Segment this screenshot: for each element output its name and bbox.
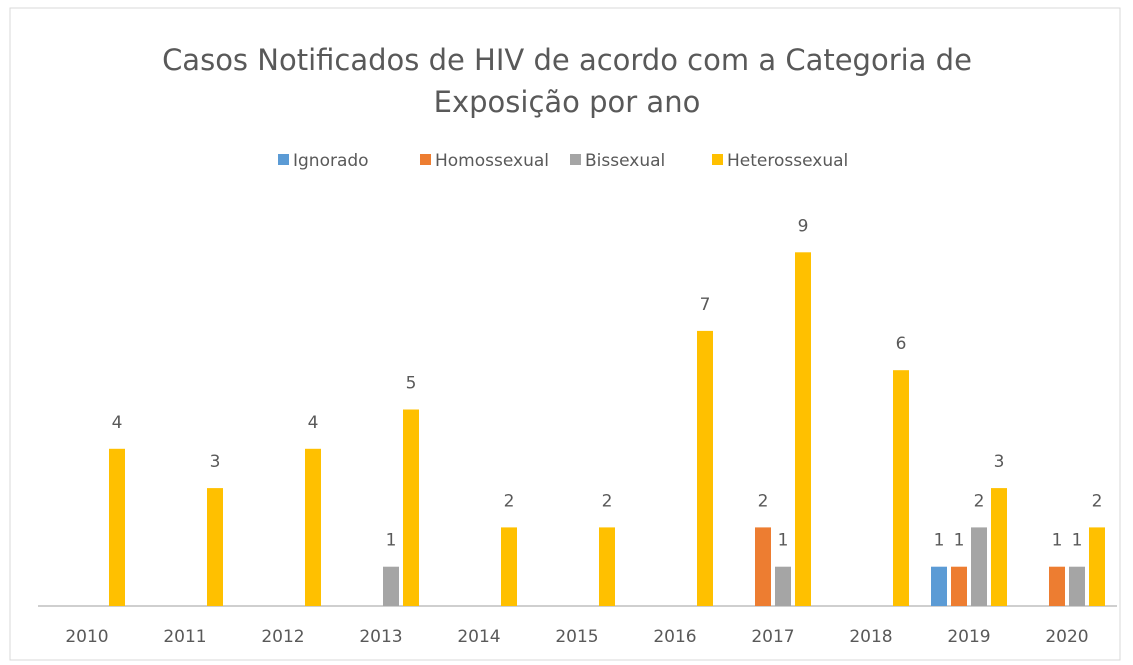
data-label: 2 <box>1092 491 1103 511</box>
chart-title: Exposição por ano <box>434 85 701 119</box>
x-tick-label: 2013 <box>359 627 402 647</box>
legend-label: Heterossexual <box>727 151 848 171</box>
chart-title: Casos Notificados de HIV de acordo com a… <box>162 43 972 77</box>
chart-frame <box>9 7 1121 661</box>
bar <box>893 370 909 606</box>
bar <box>971 527 987 606</box>
legend-swatch <box>712 154 723 165</box>
bar <box>501 527 517 606</box>
data-label: 1 <box>778 531 789 551</box>
legend-swatch <box>278 154 289 165</box>
data-label: 7 <box>700 295 711 315</box>
x-tick-label: 2020 <box>1045 627 1088 647</box>
bar <box>109 448 125 606</box>
bar <box>1089 527 1105 606</box>
bar <box>383 566 399 606</box>
data-label: 1 <box>954 531 965 551</box>
x-tick-label: 2016 <box>653 627 696 647</box>
data-label: 5 <box>406 374 417 394</box>
data-label: 2 <box>504 491 515 511</box>
data-label: 3 <box>994 452 1005 472</box>
data-label: 4 <box>112 413 123 433</box>
data-label: 2 <box>974 491 985 511</box>
data-label: 9 <box>798 216 809 236</box>
data-label: 2 <box>758 491 769 511</box>
data-label: 1 <box>1072 531 1083 551</box>
x-tick-label: 2014 <box>457 627 500 647</box>
x-tick-label: 2015 <box>555 627 598 647</box>
bar <box>931 566 947 606</box>
data-label: 1 <box>934 531 945 551</box>
x-tick-label: 2018 <box>849 627 892 647</box>
legend-label: Bissexual <box>585 151 665 171</box>
bar <box>795 252 811 607</box>
legend-swatch <box>570 154 581 165</box>
bar <box>755 527 771 606</box>
bar <box>1049 566 1065 606</box>
legend-label: Ignorado <box>293 151 369 171</box>
data-label: 1 <box>386 531 397 551</box>
data-label: 3 <box>210 452 221 472</box>
bar <box>599 527 615 606</box>
x-tick-label: 2011 <box>163 627 206 647</box>
x-tick-label: 2017 <box>751 627 794 647</box>
legend-label: Homossexual <box>435 151 549 171</box>
data-label: 4 <box>308 413 319 433</box>
bar <box>775 566 791 606</box>
x-tick-label: 2019 <box>947 627 990 647</box>
bar <box>697 330 713 606</box>
bar <box>403 409 419 606</box>
x-tick-label: 2010 <box>65 627 108 647</box>
data-label: 6 <box>896 334 907 354</box>
data-label: 1 <box>1052 531 1063 551</box>
bar <box>991 488 1007 606</box>
bar <box>1069 566 1085 606</box>
bar <box>951 566 967 606</box>
x-tick-label: 2012 <box>261 627 304 647</box>
bar <box>305 448 321 606</box>
bar <box>207 488 223 606</box>
data-label: 2 <box>602 491 613 511</box>
legend-swatch <box>420 154 431 165</box>
